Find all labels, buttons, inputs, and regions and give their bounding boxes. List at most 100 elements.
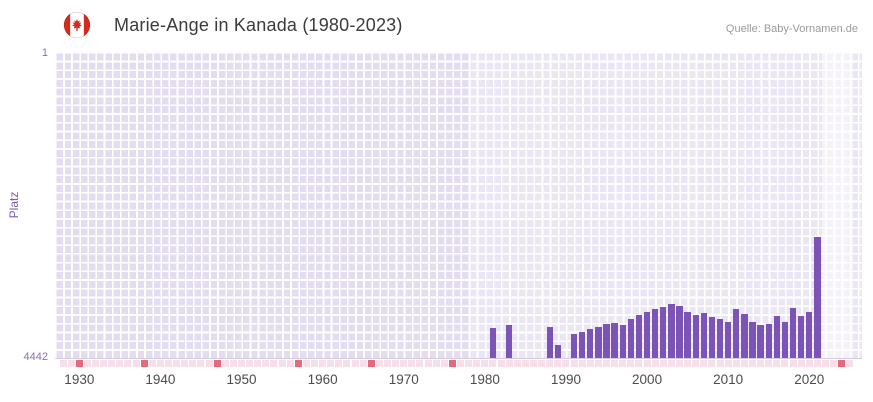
y-axis-label: Platz [7, 191, 21, 219]
year-marker-1981 [489, 360, 497, 367]
year-marker-1937 [132, 360, 140, 367]
rank-bar-2012[interactable] [741, 313, 748, 358]
year-marker-2005 [684, 360, 692, 367]
year-marker-1931 [83, 360, 91, 367]
rank-bar-2001[interactable] [651, 309, 659, 358]
year-marker-2018 [789, 360, 797, 367]
year-marker-2013 [749, 360, 756, 367]
x-tick-1980: 1980 [469, 372, 500, 387]
year-marker-1967 [375, 360, 383, 367]
rank-bar-2005[interactable] [684, 311, 691, 358]
year-marker-1988 [546, 360, 554, 367]
year-marker-1971 [408, 360, 416, 367]
rank-bar-2013[interactable] [749, 322, 756, 358]
year-marker-1944 [189, 360, 197, 367]
year-marker-1968 [384, 360, 392, 367]
no-rank-marker-1957 [294, 360, 302, 367]
rank-bar-2015[interactable] [765, 324, 772, 358]
x-axis-ticks: 1930 1940 1950 1960 1970 1980 1990 2000 2010 2020 [55, 372, 862, 392]
year-marker-1964 [351, 360, 359, 367]
year-marker-1950 [238, 360, 246, 367]
no-rank-marker-1966 [367, 360, 375, 367]
year-marker-2019 [797, 360, 805, 367]
rank-bar-1992[interactable] [578, 332, 586, 358]
rank-bar-2020[interactable] [806, 311, 813, 358]
rank-bar-2017[interactable] [781, 322, 789, 358]
rank-bar-2006[interactable] [692, 315, 699, 358]
year-marker-1955 [278, 360, 286, 367]
year-marker-2006 [692, 360, 700, 367]
rank-bar-1997[interactable] [619, 325, 626, 358]
year-marker-1928 [59, 360, 67, 367]
rank-bar-1994[interactable] [595, 327, 602, 358]
year-marker-2015 [765, 360, 773, 367]
year-marker-2025 [846, 360, 854, 367]
rank-bar-2007[interactable] [700, 313, 708, 358]
year-marker-1951 [246, 360, 254, 367]
rank-bar-2000[interactable] [643, 311, 651, 358]
year-marker-1987 [538, 360, 546, 367]
rank-bar-1983[interactable] [505, 325, 513, 358]
year-marker-1949 [229, 360, 237, 367]
source-credit[interactable]: Quelle: Baby-Vornamen.de [725, 23, 858, 35]
year-marker-1980 [481, 360, 489, 367]
rank-bar-2009[interactable] [716, 319, 724, 358]
year-marker-1936 [124, 360, 132, 367]
rank-bar-2008[interactable] [708, 317, 716, 358]
rank-bar-1996[interactable] [611, 323, 618, 358]
year-marker-1956 [286, 360, 294, 367]
year-marker-1934 [108, 360, 116, 367]
rank-bar-2010[interactable] [724, 322, 732, 358]
year-marker-1943 [181, 360, 189, 367]
year-marker-2004 [676, 360, 683, 367]
rank-bar-1988[interactable] [546, 327, 553, 358]
plot-area[interactable] [55, 52, 862, 359]
year-marker-1962 [335, 360, 343, 367]
year-marker-1953 [262, 360, 270, 367]
year-marker-1995 [603, 360, 611, 367]
rank-bar-2018[interactable] [789, 307, 797, 358]
year-marker-1933 [100, 360, 108, 367]
year-marker-2003 [667, 360, 675, 367]
year-marker-1935 [116, 360, 124, 367]
year-marker-2010 [724, 360, 732, 367]
rank-bar-2021[interactable] [814, 237, 821, 358]
no-rank-marker-1930 [75, 360, 83, 367]
no-rank-marker-1938 [140, 360, 148, 367]
year-marker-1974 [432, 360, 440, 367]
rank-bar-1995[interactable] [603, 324, 610, 358]
rank-bar-1989[interactable] [554, 344, 562, 358]
rank-bar-2011[interactable] [733, 309, 740, 358]
year-marker-1961 [327, 360, 335, 367]
year-marker-1945 [197, 360, 205, 367]
rank-bar-2016[interactable] [773, 315, 781, 358]
x-tick-2010: 2010 [713, 372, 744, 387]
rank-bar-2014[interactable] [757, 325, 764, 358]
year-marker-1954 [270, 360, 278, 367]
year-marker-1948 [221, 360, 229, 367]
rank-bar-2004[interactable] [676, 305, 683, 358]
rank-bar-2019[interactable] [797, 315, 805, 358]
year-marker-1989 [554, 360, 562, 367]
year-marker-1994 [594, 360, 602, 367]
rank-bar-1993[interactable] [587, 329, 594, 358]
year-marker-2021 [813, 360, 821, 367]
rank-bar-2002[interactable] [660, 307, 667, 358]
year-marker-1940 [156, 360, 164, 367]
year-marker-1972 [416, 360, 424, 367]
rank-bar-1999[interactable] [635, 315, 643, 358]
year-marker-1993 [586, 360, 594, 367]
year-marker-1932 [92, 360, 100, 367]
year-marker-1990 [562, 360, 570, 367]
rank-bar-1981[interactable] [489, 328, 497, 358]
year-marker-1999 [635, 360, 643, 367]
year-marker-2008 [708, 360, 716, 367]
year-marker-2014 [757, 360, 765, 367]
year-marker-2011 [732, 360, 740, 367]
rank-bar-2003[interactable] [668, 303, 675, 358]
rank-bar-1991[interactable] [570, 334, 578, 358]
rank-bar-1998[interactable] [627, 319, 635, 358]
year-marker-2002 [659, 360, 667, 367]
year-marker-1986 [530, 360, 538, 367]
